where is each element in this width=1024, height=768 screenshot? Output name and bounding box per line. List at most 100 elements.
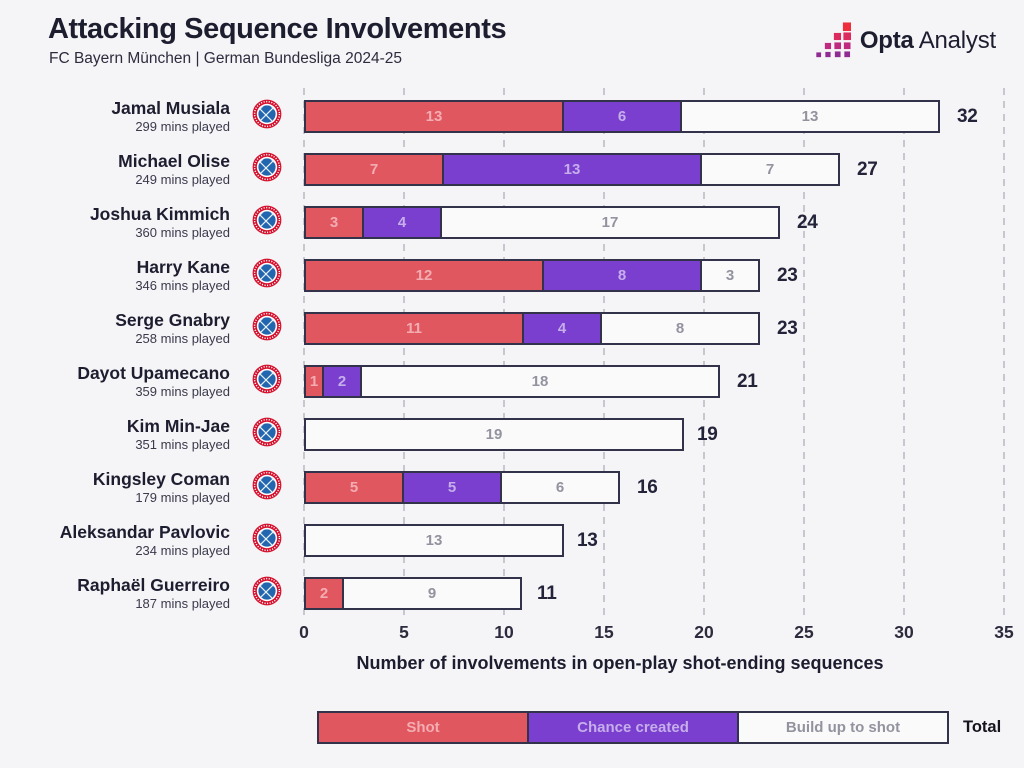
bar-segment-chance-created: 6 [562, 100, 682, 133]
badge-cell [230, 205, 304, 240]
bayern-munich-badge-icon [252, 417, 282, 452]
bar-plot-area: 13 13 [304, 524, 1004, 557]
player-label: Kingsley Coman 179 mins played [0, 469, 230, 506]
opta-logo-icon [816, 22, 851, 58]
brand-name-opta: Opta [859, 27, 914, 54]
player-row: Joshua Kimmich 360 mins played 3 4 17 24 [0, 196, 1024, 249]
player-row: Kim Min-Jae 351 mins played 19 19 [0, 408, 1024, 461]
bar-segment-build-up: 19 [304, 418, 684, 451]
bar-segment-chance-created: 5 [402, 471, 502, 504]
total-value-label: 21 [737, 370, 758, 392]
bar-segment-build-up: 17 [440, 206, 780, 239]
opta-analyst-brand: Opta Analyst [813, 22, 996, 60]
axis-tick-label: 30 [894, 622, 914, 642]
player-mins-played: 258 mins played [135, 331, 230, 347]
player-mins-played: 299 mins played [135, 119, 230, 135]
bar-segment-chance-created: 4 [362, 206, 442, 239]
badge-cell [230, 364, 304, 399]
player-name: Kim Min-Jae [126, 415, 230, 436]
player-mins-played: 351 mins played [135, 437, 230, 453]
bar-segment-shot: 11 [304, 312, 524, 345]
player-label: Dayot Upamecano 359 mins played [0, 363, 230, 400]
gridline [703, 88, 705, 620]
bayern-munich-badge-icon [252, 576, 282, 611]
player-name: Raphaël Guerreiro [77, 574, 230, 595]
bar-segment-build-up: 3 [700, 259, 760, 292]
axis-tick-label: 25 [794, 622, 814, 642]
legend-bar: Shot Chance created Build up to shot [317, 711, 949, 744]
player-label: Serge Gnabry 258 mins played [0, 310, 230, 347]
total-value-label: 32 [957, 105, 978, 127]
player-label: Aleksandar Pavlovic 234 mins played [0, 522, 230, 559]
x-axis-title: Number of involvements in open-play shot… [356, 653, 884, 673]
bayern-munich-badge-icon [252, 470, 282, 505]
badge-cell [230, 470, 304, 505]
bar-segment-shot: 2 [304, 577, 344, 610]
stacked-bar: 12 8 3 [304, 259, 1004, 292]
bar-plot-area: 13 6 13 32 [304, 100, 1004, 133]
bar-plot-area: 7 13 7 27 [304, 153, 1004, 186]
bar-segment-build-up: 13 [680, 100, 940, 133]
player-name: Joshua Kimmich [89, 203, 230, 224]
axis-tick-label: 5 [399, 622, 409, 642]
total-value-label: 19 [697, 423, 718, 445]
player-row: Kingsley Coman 179 mins played 5 5 6 16 [0, 461, 1024, 514]
player-mins-played: 234 mins played [135, 543, 230, 559]
gridline [603, 88, 605, 620]
player-name: Kingsley Coman [92, 468, 230, 489]
badge-cell [230, 576, 304, 611]
player-row: Dayot Upamecano 359 mins played 1 2 18 21 [0, 355, 1024, 408]
bayern-munich-badge-icon [252, 205, 282, 240]
total-value-label: 24 [797, 211, 818, 233]
bar-segment-shot: 7 [304, 153, 444, 186]
player-mins-played: 359 mins played [135, 384, 230, 400]
player-label: Joshua Kimmich 360 mins played [0, 204, 230, 241]
stacked-bar: 13 6 13 [304, 100, 1004, 133]
player-mins-played: 249 mins played [135, 172, 230, 188]
stacked-bar: 1 2 18 [304, 365, 1004, 398]
bayern-munich-badge-icon [252, 311, 282, 346]
player-mins-played: 187 mins played [135, 596, 230, 612]
badge-cell [230, 523, 304, 558]
axis-tick-label: 35 [994, 622, 1014, 642]
stacked-bar: 3 4 17 [304, 206, 1004, 239]
bar-segment-build-up: 8 [600, 312, 760, 345]
gridline [803, 88, 805, 620]
player-mins-played: 360 mins played [135, 225, 230, 241]
axis-tick-label: 20 [694, 622, 714, 642]
badge-cell [230, 99, 304, 134]
bar-plot-area: 2 9 11 [304, 577, 1004, 610]
legend-segment-chance-created: Chance created [527, 711, 739, 744]
player-row: Raphaël Guerreiro 187 mins played 2 9 11 [0, 567, 1024, 620]
legend-segment-build-up: Build up to shot [737, 711, 949, 744]
bar-segment-shot: 3 [304, 206, 364, 239]
gridline [1003, 88, 1005, 620]
axis-tick-label: 10 [494, 622, 514, 642]
gridline [303, 88, 305, 620]
bar-plot-area: 3 4 17 24 [304, 206, 1004, 239]
badge-cell [230, 311, 304, 346]
bar-segment-shot: 1 [304, 365, 324, 398]
bayern-munich-badge-icon [252, 152, 282, 187]
stacked-bar: 13 [304, 524, 1004, 557]
player-row: Harry Kane 346 mins played 12 8 3 23 [0, 249, 1024, 302]
bar-segment-chance-created: 4 [522, 312, 602, 345]
bar-segment-chance-created: 8 [542, 259, 702, 292]
legend-segment-shot: Shot [317, 711, 529, 744]
player-label: Raphaël Guerreiro 187 mins played [0, 575, 230, 612]
bar-plot-area: 1 2 18 21 [304, 365, 1004, 398]
gridline [403, 88, 405, 620]
stacked-bar: 7 13 7 [304, 153, 1004, 186]
page-subtitle: FC Bayern München | German Bundesliga 20… [49, 50, 402, 67]
total-value-label: 16 [637, 476, 658, 498]
total-value-label: 13 [577, 529, 598, 551]
badge-cell [230, 417, 304, 452]
player-name: Aleksandar Pavlovic [59, 521, 230, 542]
player-row: Jamal Musiala 299 mins played 13 6 13 32 [0, 90, 1024, 143]
stacked-bar: 11 4 8 [304, 312, 1004, 345]
axis-tick-label: 0 [299, 622, 309, 642]
player-mins-played: 346 mins played [135, 278, 230, 294]
legend-total-label: Total [963, 718, 1002, 736]
bayern-munich-badge-icon [252, 99, 282, 134]
